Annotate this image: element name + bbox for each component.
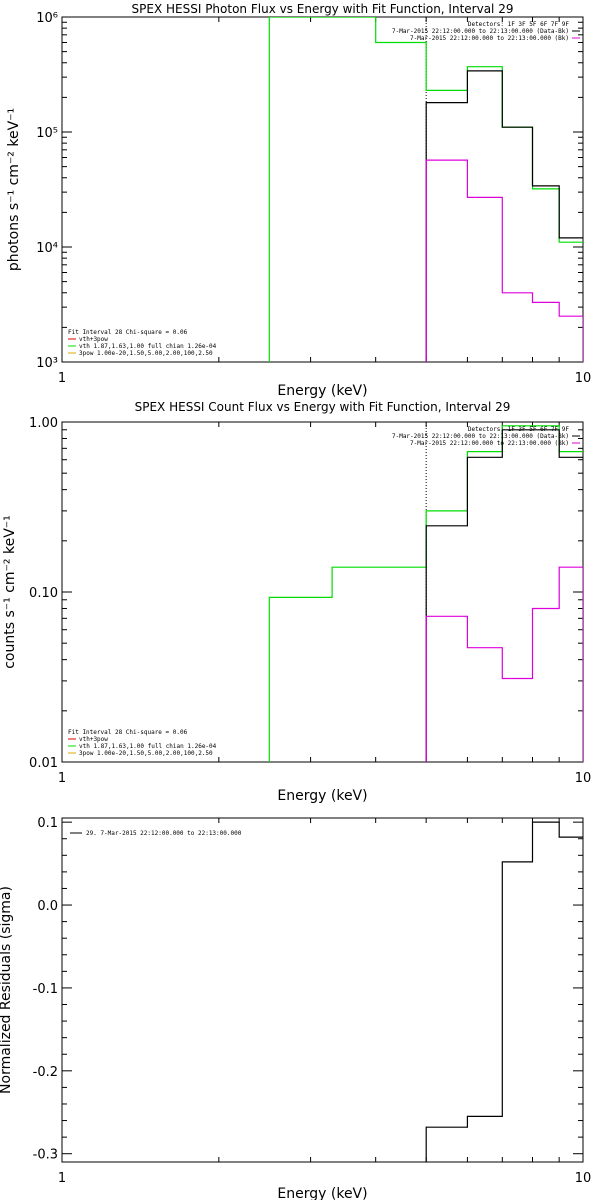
y-tick-label: 0.1 (37, 816, 58, 831)
plot-frame (61, 16, 584, 363)
y-tick-label: -0.3 (33, 1148, 58, 1163)
bottom-legend-entry: vth+3pow (79, 736, 108, 743)
top-legend-entry: Detectors: 1F 3F 5F 6F 7F 9F (468, 21, 570, 28)
bottom-legend-entry: vth 1.87,1.63,1.00 full chian 1.26e-04 (79, 743, 217, 750)
plot-frame (61, 817, 584, 1163)
chart-title: SPEX HESSI Photon Flux vs Energy with Fi… (132, 2, 514, 16)
y-axis-label: Normalized Residuals (sigma) (0, 886, 14, 1094)
bottom-legend-entry: vth 1.87,1.63,1.00 full chian 1.26e-04 (79, 343, 217, 350)
y-tick-label: 0.10 (29, 586, 58, 601)
bottom-legend-entry: Fit Interval 28 Chi-square = 0.06 (68, 329, 188, 336)
y-tick-label: 0.0 (37, 899, 58, 914)
y-tick-label: -0.1 (33, 982, 58, 997)
chart-panel-3: 1 10 0.1 0.0 -0.1 -0.2 -0.3 Energy (keV) Normali… (0, 816, 591, 1200)
series-line-2 (425, 70, 583, 362)
series-line-1 (425, 821, 583, 1162)
y-tick-label: 10⁵ (36, 126, 58, 141)
y-tick-label: 0.01 (29, 756, 58, 771)
bottom-legend-entry: Fit Interval 28 Chi-square = 0.06 (68, 729, 188, 736)
x-tick-label: 1 (58, 1171, 66, 1186)
y-tick-label: 10³ (36, 356, 58, 371)
top-legend-entry: 7-Mar-2015 22:12:00.000 to 22:13:00.000 … (392, 28, 569, 35)
inline-legend-entry: 29. 7-Mar-2015 22:12:00.000 to 22:13:00.… (86, 830, 242, 837)
x-axis-label: Energy (keV) (277, 383, 367, 399)
y-tick-label: 10⁴ (36, 241, 58, 256)
chart-title: SPEX HESSI Count Flux vs Energy with Fit… (135, 400, 511, 414)
y-axis-label: counts s⁻¹ cm⁻² keV⁻¹ (2, 515, 18, 669)
series-line-1 (268, 17, 583, 362)
bottom-legend-entry: 3pow 1.00e-20,1.50,5.00,2.00,100,2.50 (79, 750, 213, 757)
x-tick-label: 10 (575, 371, 592, 386)
top-legend-entry: 7-Mar-2015 22:12:00.000 to 22:13:00.000 … (410, 35, 569, 42)
top-legend-entry: 7-Mar-2015 22:12:00.000 to 22:13:00.000 … (392, 433, 569, 440)
series-line-3 (425, 159, 583, 362)
y-axis-label: photons s⁻¹ cm⁻² keV⁻¹ (6, 108, 22, 271)
plot-frame (61, 421, 584, 763)
top-legend-entry: Detectors: 1F 3F 5F 6F 7F 9F (468, 426, 570, 433)
y-tick-label: 10⁶ (36, 11, 58, 26)
x-axis-label: Energy (keV) (277, 1186, 367, 1200)
x-axis-label: Energy (keV) (277, 788, 367, 804)
chart-panel-2: SPEX HESSI Count Flux vs Energy with Fit… (2, 400, 591, 804)
series-line-3 (425, 566, 583, 762)
bottom-legend-entry: 3pow 1.00e-20,1.50,5.00,2.00,100,2.50 (79, 350, 213, 357)
top-legend-entry: 7-Mar-2015 22:12:00.000 to 22:13:00.000 … (410, 440, 569, 447)
x-tick-label: 1 (58, 371, 66, 386)
x-tick-label: 10 (575, 771, 592, 786)
bottom-legend-entry: vth+3pow (79, 336, 108, 343)
x-tick-label: 10 (575, 1171, 592, 1186)
x-tick-label: 1 (58, 771, 66, 786)
series-line-1 (268, 425, 583, 762)
y-tick-label: -0.2 (33, 1065, 58, 1080)
chart-panel-1: SPEX HESSI Photon Flux vs Energy with Fi… (6, 2, 591, 399)
y-tick-label: 1.00 (29, 416, 58, 431)
series-line-2 (425, 429, 583, 762)
